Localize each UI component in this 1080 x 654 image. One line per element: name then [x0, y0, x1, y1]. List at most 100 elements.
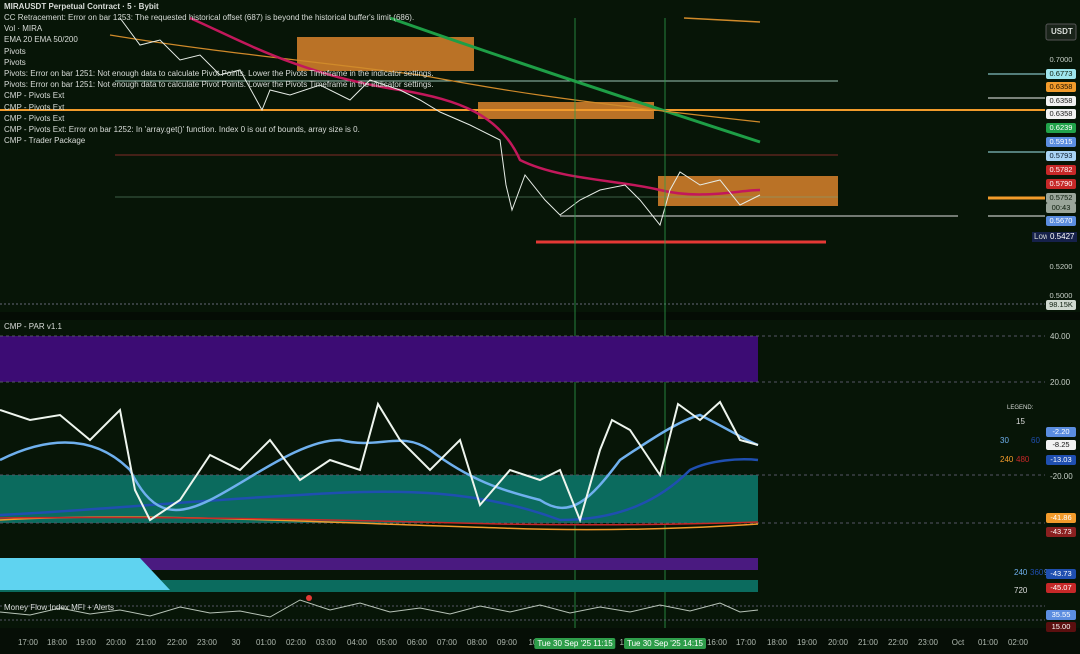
par-line: [0, 516, 759, 526]
legend-item: 30: [1000, 436, 1009, 445]
symbol-title: MIRAUSDT Perpetual Contract · 5 · Bybit: [4, 2, 159, 11]
time-label: 09:00: [496, 638, 518, 647]
time-label: 18:00: [766, 638, 788, 647]
price-label: 98.15K: [1046, 300, 1076, 310]
pane-divider: [0, 312, 1080, 320]
low-value: 0.5427: [1047, 232, 1078, 242]
time-label: 07:00: [436, 638, 458, 647]
price-label: 0.6773: [1046, 69, 1076, 79]
band: [0, 580, 758, 592]
time-label: 21:00: [135, 638, 157, 647]
time-label: 23:00: [196, 638, 218, 647]
time-label: 20:00: [827, 638, 849, 647]
price-label: 0.5793: [1046, 151, 1076, 161]
time-label: 22:00: [166, 638, 188, 647]
legend-item: 60: [1031, 436, 1040, 445]
currency-box: [1045, 23, 1077, 41]
time-label: 19:00: [75, 638, 97, 647]
ema-line: [109, 34, 761, 123]
legend-item: 480: [1016, 455, 1030, 464]
value-label: 35.55: [1046, 610, 1076, 620]
time-label: 22:00: [887, 638, 909, 647]
low-label: Low: [1032, 232, 1051, 242]
value-label: -43.73: [1046, 527, 1076, 537]
value-label: -43.73: [1046, 569, 1076, 579]
legend-item: 240: [1014, 568, 1028, 577]
time-label: 17:00: [735, 638, 757, 647]
par-line: [0, 458, 759, 522]
indicator-label: CMP - Pivots Ext: Error on bar 1252: In …: [4, 125, 360, 134]
time-label: 01:00: [977, 638, 999, 647]
legend-item: 240: [1000, 455, 1014, 464]
axis-label: 40.00: [1050, 332, 1071, 341]
axis-label: -20.00: [1050, 472, 1073, 481]
legend-title: LEGEND:: [1007, 405, 1034, 411]
panel-title: CMP - PAR v1.1: [4, 322, 62, 331]
price-label: 0.5670: [1046, 216, 1076, 226]
time-label: 01:00: [255, 638, 277, 647]
time-label: 20:00: [105, 638, 127, 647]
time-label: 21:00: [857, 638, 879, 647]
time-label: 16:00: [706, 638, 728, 647]
axis-label: 20.00: [1050, 378, 1071, 387]
indicator-label: Pivots: Error on bar 1251: Not enough da…: [4, 80, 434, 90]
panel-title: Money Flow Index MFI + Alerts: [4, 603, 115, 612]
band: [0, 475, 758, 523]
time-label: Tue 30 Sep '25 11:15: [534, 638, 616, 649]
indicator-label: CMP - Pivots Ext: [4, 91, 65, 101]
time-label: 02:00: [1007, 638, 1029, 647]
time-label: 05:00: [376, 638, 398, 647]
indicator-label: CC Retracement: Error on bar 1253: The r…: [4, 13, 415, 22]
price-label: 0.5752: [1046, 193, 1076, 203]
indicator-label: CMP - Trader Package: [4, 136, 86, 146]
indicator-label: Pivots: [4, 46, 26, 56]
value-label: 15.00: [1046, 622, 1076, 632]
zone: [297, 37, 474, 71]
mfi-line: [0, 599, 759, 618]
indicator-label: CMP - Pivots Ext: [4, 113, 65, 123]
indicator-label: CMP - Pivots Ext: [4, 102, 65, 112]
ema-line: [683, 17, 761, 23]
band: [0, 336, 758, 382]
legend-item: 360: [1030, 568, 1044, 577]
price-label: 0.5000: [1049, 291, 1073, 300]
indicator-label: Vol · MIRA: [4, 24, 43, 34]
par-line: [0, 413, 759, 512]
ema-line: [389, 16, 761, 144]
price-label: 0.6239: [1046, 123, 1076, 133]
price-label: 0.5915: [1046, 137, 1076, 147]
time-label: 08:00: [466, 638, 488, 647]
indicator-label: EMA 20 EMA 50/200: [4, 35, 78, 45]
price-label: 00:43: [1046, 203, 1076, 213]
alert-dot: [306, 595, 312, 601]
price-label: 0.5200: [1049, 262, 1073, 271]
time-label: 02:00: [285, 638, 307, 647]
time-label: Tue 30 Sep '25 14:15: [624, 638, 706, 649]
time-label: 17:00: [17, 638, 39, 647]
legend-item: 720: [1014, 586, 1028, 595]
ema-line: [189, 16, 761, 196]
band: [0, 558, 758, 570]
area: [0, 558, 170, 590]
price-label: 0.6358: [1046, 96, 1076, 106]
value-label: -41.86: [1046, 513, 1076, 523]
time-label: 19:00: [796, 638, 818, 647]
currency: USDT: [1051, 27, 1073, 36]
par-line: [0, 400, 759, 524]
time-label: 30: [231, 638, 241, 647]
time-label: 04:00: [346, 638, 368, 647]
value-label: -13.03: [1046, 455, 1076, 465]
price-label: 0.5790: [1046, 179, 1076, 189]
value-label: -8.25: [1046, 440, 1076, 450]
value-label: -2.20: [1046, 427, 1076, 437]
indicator-label: Pivots: [4, 57, 26, 67]
legend-item: 15: [1016, 417, 1025, 426]
time-label: 18:00: [46, 638, 68, 647]
time-label: 03:00: [315, 638, 337, 647]
time-label: Oct: [951, 638, 965, 647]
price-label: 0.7000: [1049, 55, 1073, 64]
price-label: 0.6358: [1046, 109, 1076, 119]
indicator-label: Pivots: Error on bar 1251: Not enough da…: [4, 69, 434, 78]
